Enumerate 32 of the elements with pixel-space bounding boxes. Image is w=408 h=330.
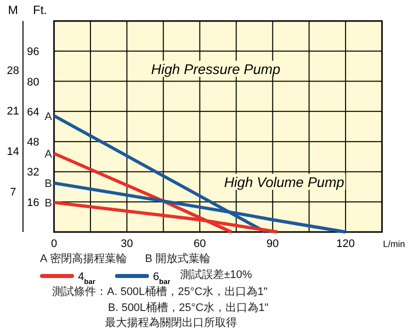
text: A 密閉高揚程葉輪 — [40, 252, 127, 265]
legend-label: 4$_{bar}$ — [78, 271, 96, 286]
x-tick-label: 60 — [194, 238, 206, 250]
text: 測試條件：A. 500L桶槽，25°C水，出口為1" — [52, 285, 268, 298]
text: A — [44, 148, 53, 160]
y2-tick-label: 21 — [6, 106, 20, 118]
y2-axis-title: M — [8, 3, 18, 17]
y2-tick-label: 28 — [6, 65, 20, 78]
y-tick-label: 96 — [27, 46, 40, 58]
annotation: High Pressure Pump — [151, 60, 281, 77]
x-tick-label: 90 — [266, 238, 279, 250]
y-tick-label: 48 — [27, 136, 40, 149]
y-tick-label: 16 — [27, 196, 40, 209]
x-tick-label: 0 — [50, 238, 58, 250]
annotation: High Volume Pump — [224, 174, 344, 190]
y-tick-label: 64 — [27, 106, 40, 118]
y-tick-label: 80 — [27, 76, 40, 88]
legend-label: 6$_{bar}$ — [153, 271, 170, 286]
y-axis-title: Ft. — [33, 3, 47, 17]
y-tick-label: 32 — [27, 166, 40, 179]
text: 測試誤差±10% — [180, 268, 252, 281]
y2-tick-label: 14 — [6, 146, 20, 158]
text: A — [44, 110, 53, 123]
text: 最大揚程為關閉出口所取得 — [105, 316, 237, 329]
y2-tick-label: 7 — [10, 186, 16, 199]
x-tick-label: 30 — [120, 238, 134, 250]
x-tick-label: 120 — [336, 238, 355, 250]
text: B 開放式葉輪 — [145, 252, 210, 265]
text: B — [44, 197, 52, 210]
x-axis-title: L/min — [382, 239, 405, 249]
text: B. 500L桶槽，25°C水，出口為1" — [108, 301, 269, 314]
text: B — [44, 178, 52, 190]
